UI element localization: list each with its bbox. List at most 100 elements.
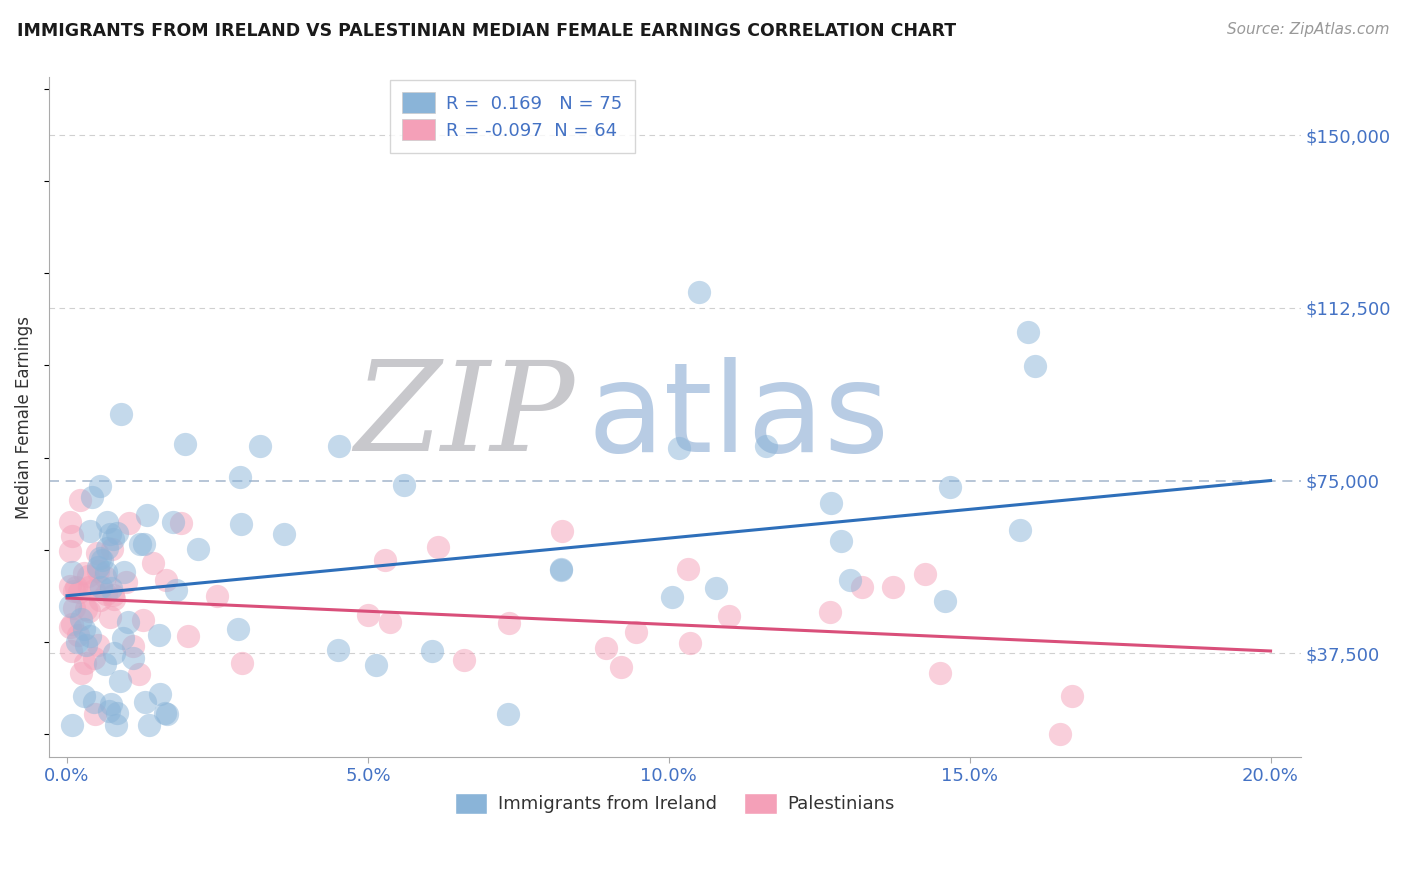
Point bbox=[173, 436, 195, 450]
Point bbox=[610, 659, 633, 673]
Point bbox=[679, 636, 702, 650]
Point bbox=[59, 599, 82, 614]
Point bbox=[661, 590, 683, 604]
Point bbox=[187, 541, 209, 556]
Point bbox=[86, 546, 108, 560]
Point bbox=[231, 657, 253, 671]
Point bbox=[89, 592, 111, 607]
Point bbox=[77, 569, 100, 583]
Point bbox=[249, 439, 271, 453]
Point bbox=[378, 615, 401, 629]
Point bbox=[595, 641, 617, 656]
Point bbox=[98, 609, 121, 624]
Point bbox=[1017, 325, 1039, 339]
Point bbox=[226, 622, 249, 636]
Point bbox=[77, 605, 100, 619]
Point bbox=[122, 639, 145, 653]
Point bbox=[87, 560, 110, 574]
Point bbox=[63, 601, 86, 615]
Point bbox=[75, 638, 97, 652]
Point bbox=[177, 629, 200, 643]
Point bbox=[148, 628, 170, 642]
Point bbox=[882, 580, 904, 594]
Point bbox=[427, 540, 450, 554]
Point bbox=[138, 717, 160, 731]
Point bbox=[73, 566, 96, 580]
Point bbox=[114, 574, 136, 589]
Point bbox=[162, 515, 184, 529]
Point bbox=[100, 582, 122, 596]
Point bbox=[165, 582, 187, 597]
Point bbox=[326, 643, 349, 657]
Point bbox=[135, 508, 157, 522]
Point bbox=[934, 594, 956, 608]
Point bbox=[134, 695, 156, 709]
Text: IMMIGRANTS FROM IRELAND VS PALESTINIAN MEDIAN FEMALE EARNINGS CORRELATION CHART: IMMIGRANTS FROM IRELAND VS PALESTINIAN M… bbox=[17, 22, 956, 40]
Text: ZIP: ZIP bbox=[354, 357, 575, 478]
Point bbox=[156, 707, 179, 722]
Point bbox=[914, 566, 936, 581]
Point bbox=[142, 556, 165, 570]
Point bbox=[93, 570, 115, 584]
Point bbox=[229, 516, 252, 531]
Point bbox=[100, 697, 122, 711]
Point bbox=[79, 629, 101, 643]
Point bbox=[453, 653, 475, 667]
Point bbox=[122, 650, 145, 665]
Point bbox=[59, 620, 82, 634]
Point bbox=[1010, 523, 1032, 537]
Point bbox=[550, 562, 572, 576]
Point bbox=[60, 565, 83, 579]
Point bbox=[62, 717, 84, 731]
Point bbox=[128, 537, 150, 551]
Point bbox=[89, 550, 111, 565]
Point bbox=[117, 615, 139, 630]
Point bbox=[83, 695, 105, 709]
Point bbox=[229, 470, 252, 484]
Point bbox=[820, 496, 842, 510]
Point bbox=[69, 492, 91, 507]
Point bbox=[422, 643, 444, 657]
Point bbox=[496, 707, 519, 722]
Y-axis label: Median Female Earnings: Median Female Earnings bbox=[15, 316, 32, 518]
Point bbox=[830, 534, 852, 549]
Point bbox=[84, 706, 107, 721]
Point bbox=[70, 612, 93, 626]
Point bbox=[170, 516, 193, 530]
Point bbox=[134, 537, 156, 551]
Point bbox=[928, 666, 950, 681]
Point bbox=[111, 631, 134, 645]
Point bbox=[273, 527, 295, 541]
Point bbox=[155, 573, 177, 587]
Point bbox=[103, 646, 125, 660]
Point bbox=[104, 717, 127, 731]
Point bbox=[132, 613, 155, 627]
Point bbox=[96, 541, 118, 555]
Point bbox=[79, 524, 101, 539]
Point bbox=[70, 665, 93, 680]
Text: atlas: atlas bbox=[588, 357, 890, 478]
Point bbox=[103, 591, 125, 606]
Point bbox=[90, 553, 112, 567]
Point bbox=[83, 582, 105, 597]
Point bbox=[59, 515, 82, 529]
Point bbox=[207, 589, 229, 603]
Point bbox=[153, 706, 176, 720]
Point bbox=[94, 565, 117, 579]
Point bbox=[1060, 689, 1083, 703]
Point bbox=[717, 609, 740, 624]
Point bbox=[59, 644, 82, 658]
Point bbox=[94, 587, 117, 601]
Point bbox=[1024, 359, 1046, 373]
Point bbox=[328, 439, 350, 453]
Point bbox=[63, 584, 86, 599]
Point bbox=[624, 625, 647, 640]
Point bbox=[83, 651, 105, 665]
Point bbox=[110, 674, 132, 689]
Point bbox=[103, 588, 125, 602]
Point bbox=[75, 602, 97, 616]
Point bbox=[59, 579, 82, 593]
Point bbox=[77, 580, 100, 594]
Legend: Immigrants from Ireland, Palestinians: Immigrants from Ireland, Palestinians bbox=[446, 784, 904, 822]
Point bbox=[818, 605, 841, 619]
